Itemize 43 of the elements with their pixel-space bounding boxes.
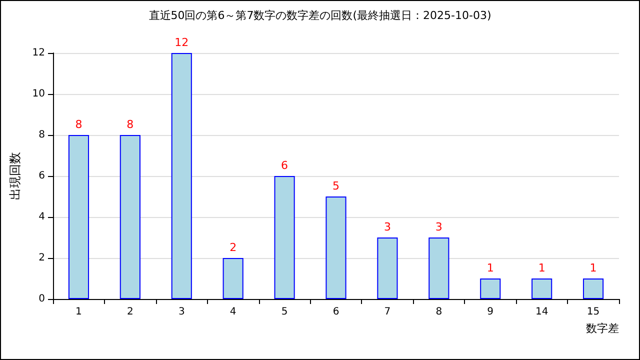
- bar: [68, 135, 90, 299]
- y-axis-title: 出現回数: [8, 152, 22, 200]
- data-label: 1: [590, 262, 597, 274]
- chart-title: 直近50回の第6～第7数字の数字差の回数(最終抽選日：2025-10-03): [148, 9, 492, 22]
- y-tick-label: 12: [32, 48, 45, 58]
- data-label: 12: [174, 36, 189, 49]
- x-tick-label: 6: [332, 306, 340, 318]
- x-tick-label: 3: [178, 306, 185, 318]
- x-tick-label: 5: [281, 306, 288, 318]
- y-tick-label: 8: [38, 130, 45, 140]
- bar: [532, 278, 552, 299]
- bar: [171, 53, 192, 299]
- data-label: 3: [435, 220, 442, 234]
- data-label: 3: [384, 220, 391, 234]
- data-label: 1: [538, 262, 546, 274]
- bar: [326, 196, 346, 299]
- x-tick-label: 1: [76, 306, 82, 318]
- y-tick-label: 6: [38, 170, 45, 182]
- x-tick-label: 4: [230, 306, 236, 318]
- data-label: 8: [75, 118, 82, 131]
- bar: [222, 258, 244, 299]
- data-label: 1: [486, 262, 494, 274]
- bar: [428, 238, 450, 299]
- data-label: 2: [230, 241, 237, 254]
- y-tick-label: 2: [38, 252, 45, 264]
- x-tick-label: 14: [535, 306, 548, 318]
- data-label: 8: [126, 118, 134, 131]
- bar: [480, 278, 501, 299]
- bar: [120, 135, 140, 299]
- y-tick-label: 0: [38, 294, 45, 304]
- y-tick-label: 10: [32, 88, 45, 100]
- x-tick-label: 9: [487, 306, 494, 318]
- x-tick-label: 15: [586, 306, 600, 318]
- x-tick-label: 8: [436, 306, 442, 318]
- data-label: 6: [281, 159, 288, 172]
- bar: [377, 238, 398, 299]
- x-tick-label: 2: [126, 306, 134, 318]
- x-axis-title: 数字差: [586, 322, 619, 335]
- y-tick-label: 4: [38, 212, 45, 222]
- bar: [274, 176, 295, 299]
- data-label: 5: [332, 180, 340, 192]
- bar: [582, 278, 604, 299]
- x-tick-label: 7: [384, 306, 391, 318]
